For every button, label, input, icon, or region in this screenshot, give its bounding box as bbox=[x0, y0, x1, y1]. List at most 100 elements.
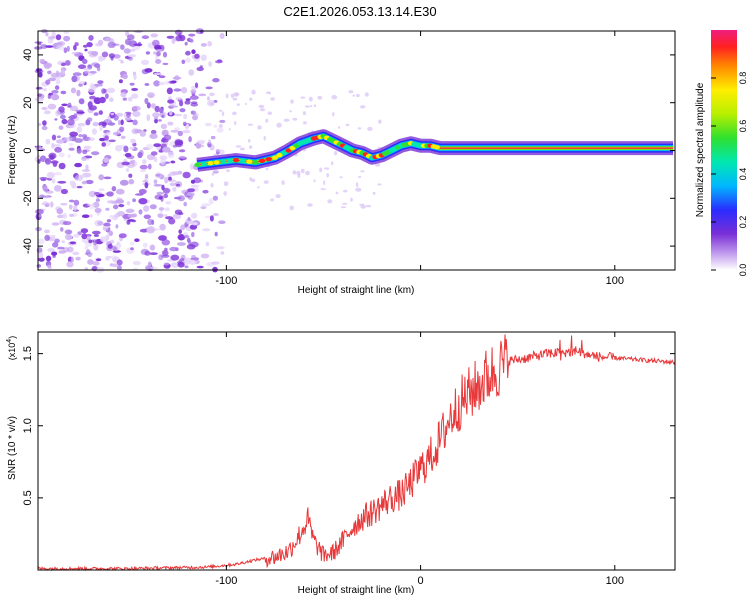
noise-blob bbox=[106, 219, 112, 223]
noise-blob bbox=[147, 261, 152, 267]
noise-blob bbox=[60, 114, 66, 120]
noise-blob bbox=[184, 41, 188, 46]
noise-blob bbox=[91, 151, 100, 156]
noise-blob bbox=[345, 123, 350, 127]
noise-blob bbox=[63, 47, 68, 54]
noise-blob bbox=[93, 112, 99, 116]
noise-blob bbox=[146, 114, 151, 122]
noise-blob bbox=[173, 88, 182, 92]
noise-blob bbox=[144, 182, 149, 189]
x-tick-label: 100 bbox=[606, 275, 624, 287]
noise-blob bbox=[50, 160, 59, 164]
noise-blob bbox=[355, 182, 359, 188]
noise-blob bbox=[108, 53, 115, 59]
noise-blob bbox=[219, 32, 225, 40]
noise-blob bbox=[138, 188, 147, 195]
snr-x-tick-label: 100 bbox=[606, 575, 624, 587]
noise-blob bbox=[194, 53, 200, 59]
noise-blob bbox=[216, 246, 225, 250]
noise-blob bbox=[310, 105, 313, 108]
noise-blob bbox=[208, 197, 214, 205]
noise-blob bbox=[77, 64, 87, 69]
noise-blob bbox=[162, 146, 171, 153]
noise-blob bbox=[247, 139, 251, 143]
noise-blob bbox=[93, 234, 99, 237]
noise-blob bbox=[158, 207, 165, 211]
noise-blob bbox=[95, 198, 100, 202]
noise-blob bbox=[88, 190, 97, 198]
noise-blob bbox=[116, 112, 124, 117]
noise-blob bbox=[45, 138, 51, 145]
noise-blob bbox=[149, 244, 156, 251]
noise-blob bbox=[83, 67, 91, 71]
noise-blob bbox=[360, 170, 365, 173]
noise-blob bbox=[56, 135, 61, 139]
spectrogram-x-axis-label: Height of straight line (km) bbox=[298, 285, 415, 296]
noise-blob bbox=[97, 55, 104, 62]
noise-blob bbox=[249, 97, 253, 101]
snr-y-axis-label: SNR (10 * v/v) bbox=[7, 416, 18, 480]
noise-blob bbox=[263, 135, 266, 141]
noise-blob bbox=[145, 143, 154, 150]
noise-blob bbox=[127, 219, 135, 222]
noise-blob bbox=[232, 111, 237, 116]
spectrogram-y-axis-label: Frequency (Hz) bbox=[7, 116, 18, 185]
noise-blob bbox=[132, 198, 137, 203]
noise-blob bbox=[200, 43, 207, 47]
noise-blob bbox=[190, 110, 194, 115]
noise-blob bbox=[153, 179, 158, 185]
noise-blob bbox=[52, 255, 56, 258]
spectrogram-ridge bbox=[194, 129, 674, 172]
noise-blob bbox=[158, 196, 163, 200]
noise-blob bbox=[228, 128, 231, 131]
noise-blob bbox=[118, 204, 125, 208]
noise-blob bbox=[149, 133, 158, 139]
noise-blob bbox=[42, 120, 47, 126]
noise-blob bbox=[146, 102, 151, 109]
noise-blob bbox=[122, 73, 128, 80]
noise-blob bbox=[212, 170, 219, 174]
noise-blob bbox=[168, 217, 176, 225]
noise-blob bbox=[340, 206, 347, 209]
noise-blob bbox=[55, 70, 60, 75]
noise-blob bbox=[85, 119, 91, 126]
noise-blob bbox=[57, 246, 65, 250]
noise-blob bbox=[223, 191, 227, 196]
noise-blob bbox=[42, 185, 49, 193]
noise-blob bbox=[103, 157, 110, 163]
colorbar-gradient bbox=[711, 30, 737, 270]
noise-blob bbox=[118, 58, 122, 62]
noise-blob bbox=[359, 203, 365, 207]
noise-blob bbox=[205, 122, 212, 127]
noise-blob bbox=[113, 204, 119, 210]
noise-blob bbox=[153, 72, 162, 76]
noise-blob bbox=[191, 221, 198, 226]
noise-blob bbox=[218, 124, 223, 128]
noise-blob bbox=[68, 147, 75, 151]
noise-blob bbox=[123, 48, 131, 54]
snr-y-unit-close: ) bbox=[7, 336, 17, 339]
snr-y-unit-prefix: (x10 bbox=[7, 343, 17, 361]
noise-blob bbox=[99, 96, 106, 104]
noise-blob bbox=[130, 241, 135, 246]
noise-blob bbox=[44, 229, 50, 234]
noise-blob bbox=[249, 177, 252, 181]
noise-blob bbox=[151, 103, 156, 109]
colorbar: 0.0 0.2 0.4 0.6 0.8 Normalized spectral ampl… bbox=[695, 30, 748, 276]
noise-blob bbox=[73, 44, 77, 51]
noise-blob bbox=[234, 121, 237, 126]
noise-blob bbox=[118, 79, 123, 84]
noise-blob bbox=[57, 61, 62, 65]
noise-blob bbox=[89, 70, 97, 74]
noise-blob bbox=[46, 171, 56, 179]
noise-blob bbox=[74, 162, 82, 168]
noise-blob bbox=[36, 264, 42, 268]
noise-blob bbox=[276, 122, 282, 128]
noise-blob bbox=[158, 81, 166, 86]
figure-title: C2E1.2026.053.13.14.E30 bbox=[283, 4, 436, 19]
noise-blob bbox=[313, 104, 317, 108]
noise-blob bbox=[53, 172, 63, 176]
noise-blob bbox=[160, 158, 167, 165]
noise-blob bbox=[189, 95, 199, 100]
